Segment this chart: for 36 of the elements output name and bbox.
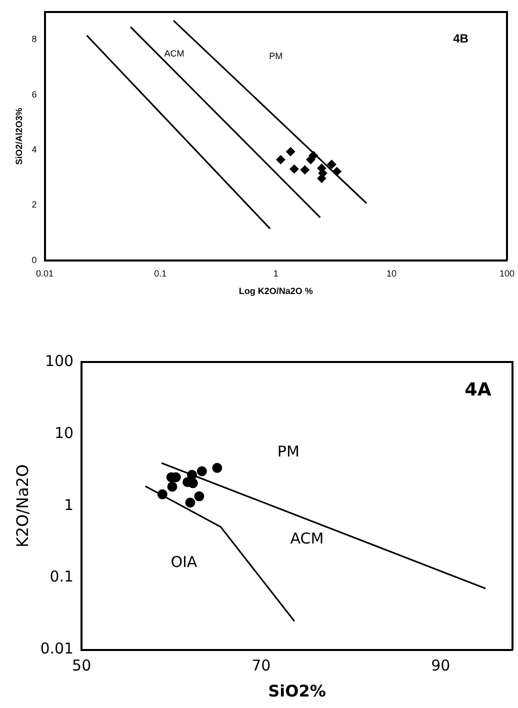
y-tick-label: 4 bbox=[32, 144, 37, 154]
point bbox=[187, 470, 198, 480]
x-tick-label: 100 bbox=[499, 268, 515, 278]
point bbox=[188, 478, 198, 488]
annotation: PM bbox=[277, 442, 300, 461]
y-tick-label: 6 bbox=[32, 89, 37, 100]
annotation: OIA bbox=[170, 553, 198, 572]
point bbox=[212, 462, 222, 473]
y-tick-label: 0.1 bbox=[50, 568, 74, 586]
point bbox=[196, 466, 207, 476]
point bbox=[157, 489, 168, 500]
y-axis-title: SiO2/Al2O3% bbox=[14, 108, 24, 165]
annotation: ACM bbox=[290, 529, 324, 548]
annotation: PM bbox=[269, 51, 283, 62]
annotation: ACM bbox=[164, 48, 184, 59]
y-tick-label: 0.01 bbox=[40, 640, 74, 658]
x-axis-title: SiO2% bbox=[268, 682, 326, 701]
annotation: 4A bbox=[464, 379, 492, 400]
y-tick-label: 10 bbox=[54, 424, 74, 442]
y-tick-label: 0 bbox=[32, 254, 37, 265]
y-tick-label: 100 bbox=[44, 352, 74, 370]
point bbox=[194, 491, 204, 502]
point bbox=[185, 498, 196, 508]
x-tick-label: 1 bbox=[273, 268, 278, 278]
x-axis-title: Log K2O/Na2O % bbox=[238, 286, 313, 296]
x-tick-label: 90 bbox=[431, 656, 450, 675]
x-tick-label: 50 bbox=[72, 656, 92, 675]
y-tick-label: 2 bbox=[32, 200, 37, 210]
y-tick-label: 8 bbox=[32, 34, 37, 44]
y-axis-title: K2O/Na2O bbox=[12, 464, 32, 548]
x-tick-label: 10 bbox=[386, 268, 396, 278]
point bbox=[167, 482, 178, 492]
x-tick-label: 70 bbox=[252, 656, 271, 675]
x-tick-label: 0.1 bbox=[154, 268, 167, 278]
y-tick-label: 1 bbox=[64, 496, 74, 514]
annotation: 4B bbox=[453, 32, 469, 46]
